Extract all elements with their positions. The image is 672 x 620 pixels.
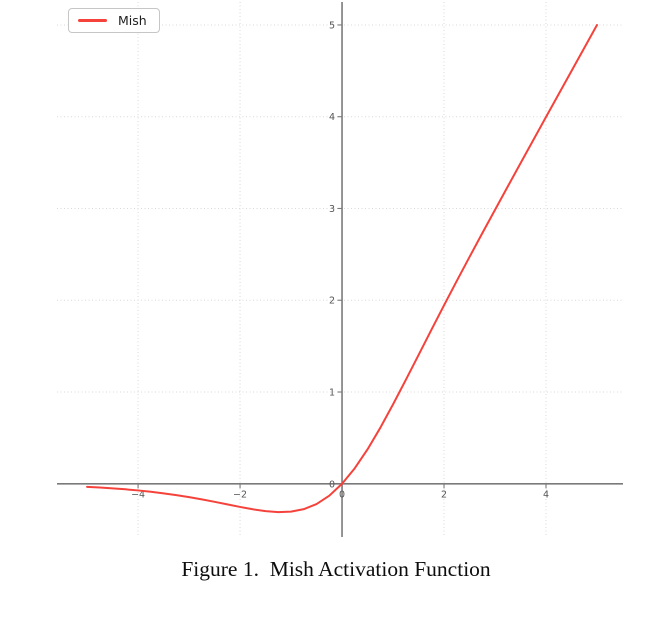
y-tick-label: 3	[329, 204, 335, 215]
y-tick-label: 4	[329, 112, 335, 123]
y-tick-label: 0	[329, 479, 335, 490]
mish-plot: −4 −2 0 2 4 0 1 2 3 4 5	[57, 2, 623, 537]
figure-caption: Figure 1. Mish Activation Function	[181, 557, 491, 581]
x-tick-label: 0	[339, 489, 345, 500]
y-tick-label: 2	[329, 296, 335, 307]
legend-line-sample	[78, 19, 107, 22]
mish-curve	[86, 24, 598, 514]
x-tick-label: 2	[441, 489, 447, 500]
legend: Mish	[68, 8, 160, 33]
x-tick-label: −2	[233, 489, 247, 500]
x-tick-label: −4	[131, 489, 145, 500]
x-tick-label: 4	[543, 489, 549, 500]
legend-label: Mish	[118, 12, 147, 28]
y-tick-label: 5	[329, 20, 335, 31]
y-tick-label: 1	[329, 388, 335, 399]
